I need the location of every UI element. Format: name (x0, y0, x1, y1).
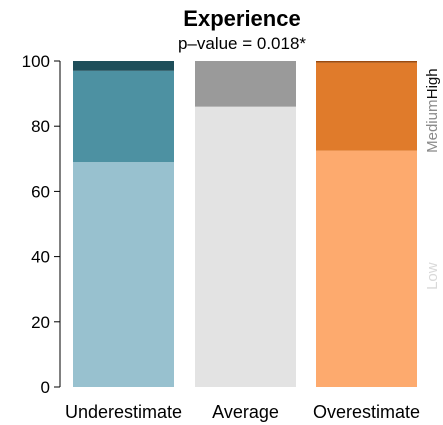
y-tick-label: 60 (31, 182, 50, 201)
y-tick-label: 80 (31, 117, 50, 136)
y-axis: 0 20 40 60 80 100 (22, 52, 61, 397)
level-label-low: Low (424, 262, 441, 290)
bar-segment-underestimate-low (73, 162, 174, 387)
level-label-high: High (424, 68, 441, 99)
chart-subtitle: p–value = 0.018* (178, 34, 306, 53)
bar-segment-underestimate-high (73, 61, 174, 71)
bar-segment-overestimate-medium (316, 62, 417, 151)
bar-segment-overestimate-low (316, 150, 417, 387)
x-axis-labels: Underestimate Average Overestimate (65, 402, 420, 422)
y-tick-label: 20 (31, 313, 50, 332)
x-tick-label: Overestimate (313, 402, 420, 422)
chart-title: Experience (183, 6, 300, 31)
y-tick-label: 40 (31, 248, 50, 267)
y-tick-label: 0 (41, 378, 50, 397)
y-tick-label: 100 (22, 52, 50, 71)
bar-segment-overestimate-high (316, 61, 417, 63)
bars-group (73, 61, 417, 387)
level-label-medium: Medium (424, 100, 441, 153)
bar-segment-underestimate-medium (73, 70, 174, 163)
x-tick-label: Underestimate (65, 402, 182, 422)
bar-segment-average-medium (195, 61, 296, 107)
bar-segment-average-low (195, 106, 296, 387)
x-tick-label: Average (212, 402, 279, 422)
